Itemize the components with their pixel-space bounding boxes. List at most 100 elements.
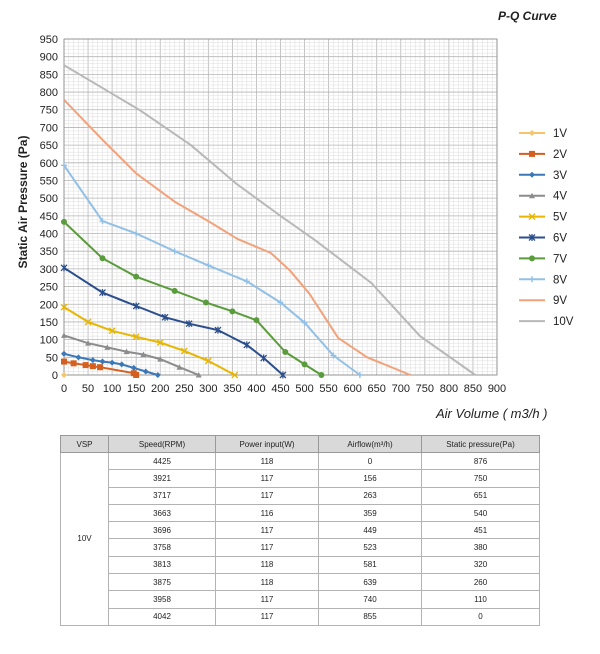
data-point (142, 368, 149, 375)
data-point (89, 357, 96, 364)
data-point (130, 364, 137, 371)
x-tick-label: 450 (271, 383, 289, 395)
chart-title: P-Q Curve (498, 9, 557, 23)
table-cell: 740 (318, 590, 422, 609)
table-cell: 117 (215, 486, 319, 505)
table-cell: 3921 (108, 469, 216, 488)
x-tick-label: 400 (247, 383, 265, 395)
x-tick-label: 350 (223, 383, 241, 395)
y-tick-label: 600 (40, 158, 58, 170)
x-tick-label: 150 (127, 383, 145, 395)
series-7v (61, 218, 325, 378)
y-tick-label: 0 (52, 370, 58, 382)
legend-label: 2V (553, 149, 567, 161)
data-point (104, 344, 111, 350)
data-point (229, 308, 236, 315)
data-point (108, 327, 116, 335)
legend-item-8v: 8V (519, 274, 567, 286)
data-point (231, 371, 239, 379)
header-pressure: Static pressure(Pa) (421, 435, 540, 453)
data-point (156, 338, 164, 346)
x-tick-label: 750 (416, 383, 434, 395)
data-point (185, 320, 193, 328)
table-cell: 750 (421, 469, 540, 488)
data-point (529, 255, 535, 262)
y-tick-label: 950 (40, 34, 58, 46)
y-tick-label: 100 (40, 335, 58, 347)
plot-border (63, 38, 498, 376)
series-line (63, 99, 411, 376)
table-cell: 3958 (108, 590, 216, 609)
y-tick-label: 800 (40, 87, 58, 99)
y-tick-label: 150 (40, 317, 58, 329)
legend-item-7v: 7V (519, 253, 567, 265)
data-point (99, 218, 106, 225)
data-point (99, 289, 106, 297)
table-header-row: VSP Speed(RPM) Power input(W) Airflow(m³… (60, 435, 540, 453)
data-point (123, 348, 130, 355)
data-point (176, 364, 183, 370)
y-axis-label: Static Air Pressure (Pa) (16, 135, 30, 269)
series-line (63, 64, 476, 376)
x-tick-label: 900 (488, 383, 506, 395)
x-tick-label: 200 (151, 383, 169, 395)
data-point (195, 372, 202, 378)
table-cell: 3813 (108, 555, 216, 575)
legend-label: 1V (553, 128, 567, 140)
table-cell: 3875 (108, 573, 216, 592)
data-point (202, 299, 209, 306)
table-cell: 320 (421, 555, 540, 575)
series-4v (61, 332, 202, 378)
table-cell: 110 (421, 590, 540, 609)
legend-item-4v: 4V (519, 191, 567, 203)
table-cell: 118 (215, 555, 319, 575)
data-point (243, 341, 251, 349)
table-cell: 3663 (108, 503, 216, 523)
table-row: 3758 117 523 380 (61, 538, 540, 557)
table-row: 4042 117 855 0 (61, 607, 540, 626)
x-tick-label: 850 (464, 383, 482, 395)
data-point (161, 313, 169, 321)
data-point (277, 299, 284, 306)
x-tick-label: 650 (368, 383, 386, 395)
y-tick-label: 500 (40, 193, 58, 205)
data-point (61, 218, 67, 225)
header-speed: Speed(RPM) (108, 435, 216, 453)
y-tick-label: 200 (40, 299, 58, 311)
data-point (205, 262, 212, 269)
legend-item-9v: 9V (519, 295, 567, 307)
table-cell: 581 (318, 555, 422, 575)
data-point (89, 363, 96, 370)
y-tick-label: 50 (46, 352, 58, 364)
series-6v (60, 264, 287, 379)
y-tick-label: 850 (40, 69, 58, 81)
legend-label: 4V (553, 191, 567, 203)
table-cell: 117 (215, 590, 319, 609)
data-point (243, 278, 250, 285)
x-tick-label: 0 (61, 383, 67, 395)
data-point (529, 171, 535, 178)
data-point (171, 248, 178, 255)
legend-label: 8V (553, 274, 567, 286)
data-point (99, 255, 106, 262)
data-point (60, 264, 68, 272)
header-vsp: VSP (60, 435, 109, 453)
table-cell: 449 (318, 521, 422, 540)
table-cell: 117 (215, 607, 319, 626)
legend-label: 6V (553, 233, 567, 245)
header-airflow: Airflow(m³/h) (318, 435, 422, 453)
x-tick-label: 500 (295, 383, 313, 395)
x-tick-label: 800 (440, 383, 458, 395)
series-line (63, 164, 361, 376)
table-row: 3958 117 740 110 (61, 590, 540, 609)
table-cell: 117 (215, 469, 319, 488)
y-tick-label: 550 (40, 175, 58, 187)
x-tick-label: 300 (199, 383, 217, 395)
data-point (133, 230, 140, 237)
table-row: 3921 117 156 750 (61, 469, 540, 488)
table-cell: 260 (421, 573, 540, 592)
series-8v (61, 162, 363, 378)
table-cell: 118 (215, 573, 319, 592)
legend-label: 9V (553, 295, 567, 307)
y-tick-label: 700 (40, 122, 58, 134)
